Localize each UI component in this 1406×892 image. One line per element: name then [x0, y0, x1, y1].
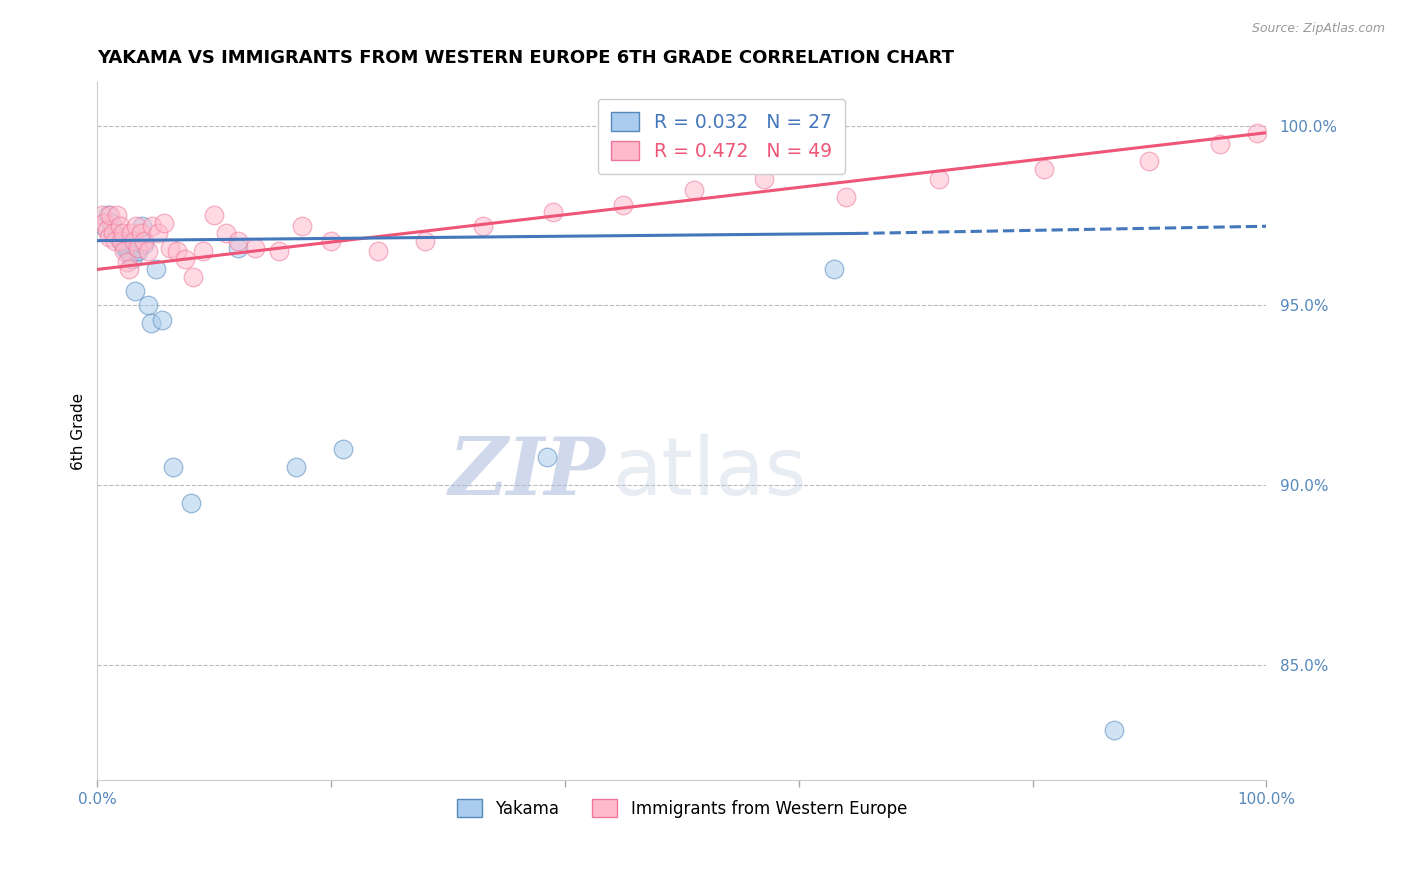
Point	[174, 252, 197, 266]
Point	[823, 262, 845, 277]
Point	[543, 205, 565, 219]
Point	[928, 172, 950, 186]
Point	[115, 255, 138, 269]
Point	[243, 241, 266, 255]
Point	[105, 209, 128, 223]
Point	[367, 244, 389, 259]
Text: YAKAMA VS IMMIGRANTS FROM WESTERN EUROPE 6TH GRADE CORRELATION CHART: YAKAMA VS IMMIGRANTS FROM WESTERN EUROPE…	[97, 49, 955, 67]
Point	[181, 269, 204, 284]
Point	[101, 227, 124, 241]
Point	[104, 234, 127, 248]
Point	[131, 219, 153, 234]
Point	[150, 313, 173, 327]
Point	[159, 241, 181, 255]
Point	[122, 234, 145, 248]
Point	[96, 223, 118, 237]
Point	[1208, 136, 1230, 151]
Point	[321, 234, 343, 248]
Point	[100, 216, 122, 230]
Point	[110, 234, 132, 248]
Point	[136, 298, 159, 312]
Point	[472, 219, 495, 234]
Point	[153, 216, 176, 230]
Point	[1246, 126, 1268, 140]
Point	[112, 237, 135, 252]
Point	[98, 209, 121, 223]
Point	[108, 219, 131, 234]
Point	[114, 241, 136, 255]
Point	[1033, 161, 1056, 176]
Point	[120, 248, 142, 262]
Point	[145, 262, 167, 277]
Point	[117, 244, 139, 259]
Point	[97, 209, 120, 223]
Point	[124, 284, 146, 298]
Point	[93, 216, 115, 230]
Point	[146, 227, 169, 241]
Point	[121, 252, 143, 266]
Point	[180, 496, 202, 510]
Point	[226, 234, 249, 248]
Point	[226, 241, 249, 255]
Point	[332, 442, 354, 457]
Point	[93, 219, 115, 234]
Y-axis label: 6th Grade: 6th Grade	[72, 392, 86, 470]
Point	[98, 230, 121, 244]
Point	[107, 230, 129, 244]
Point	[682, 183, 704, 197]
Point	[136, 244, 159, 259]
Legend: Yakama, Immigrants from Western Europe: Yakama, Immigrants from Western Europe	[450, 793, 914, 824]
Point	[141, 219, 163, 234]
Text: Source: ZipAtlas.com: Source: ZipAtlas.com	[1251, 22, 1385, 36]
Point	[834, 190, 856, 204]
Point	[112, 244, 135, 259]
Point	[112, 227, 135, 241]
Point	[132, 237, 155, 252]
Point	[215, 227, 238, 241]
Point	[139, 317, 162, 331]
Point	[612, 197, 634, 211]
Text: ZIP: ZIP	[449, 434, 606, 512]
Point	[91, 209, 114, 223]
Text: atlas: atlas	[612, 434, 806, 512]
Point	[413, 234, 436, 248]
Point	[285, 460, 308, 475]
Point	[536, 450, 558, 464]
Point	[267, 244, 290, 259]
Point	[104, 227, 127, 241]
Point	[132, 234, 155, 248]
Point	[127, 244, 149, 259]
Point	[752, 172, 775, 186]
Point	[1104, 723, 1126, 737]
Point	[1139, 154, 1161, 169]
Point	[202, 209, 225, 223]
Point	[125, 219, 148, 234]
Point	[162, 460, 184, 475]
Point	[129, 227, 152, 241]
Point	[118, 262, 141, 277]
Point	[120, 227, 142, 241]
Point	[110, 234, 132, 248]
Point	[127, 241, 149, 255]
Point	[191, 244, 214, 259]
Point	[291, 219, 314, 234]
Point	[166, 244, 188, 259]
